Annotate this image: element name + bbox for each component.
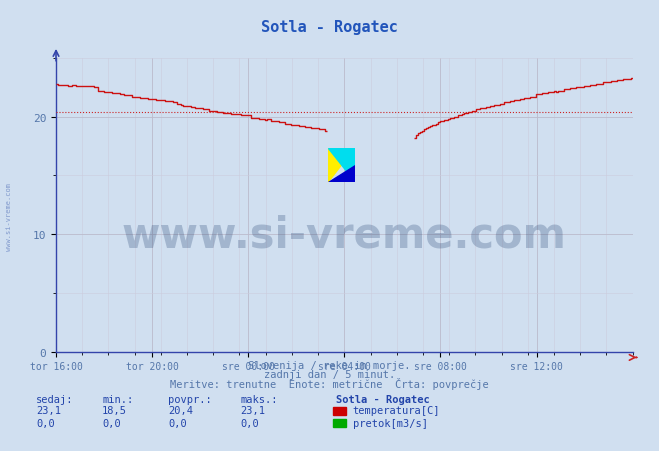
Text: 23,1: 23,1 xyxy=(36,405,61,415)
Text: Sotla - Rogatec: Sotla - Rogatec xyxy=(261,20,398,35)
Text: 0,0: 0,0 xyxy=(36,418,55,428)
Polygon shape xyxy=(328,149,355,183)
Text: Slovenija / reke in morje.: Slovenija / reke in morje. xyxy=(248,360,411,370)
Text: www.si-vreme.com: www.si-vreme.com xyxy=(122,214,567,255)
Text: sedaj:: sedaj: xyxy=(36,394,74,404)
Text: 0,0: 0,0 xyxy=(102,418,121,428)
Text: 20,4: 20,4 xyxy=(168,405,193,415)
Text: zadnji dan / 5 minut.: zadnji dan / 5 minut. xyxy=(264,369,395,379)
Text: Meritve: trenutne  Enote: metrične  Črta: povprečje: Meritve: trenutne Enote: metrične Črta: … xyxy=(170,377,489,389)
Text: Sotla - Rogatec: Sotla - Rogatec xyxy=(336,394,430,404)
Text: 18,5: 18,5 xyxy=(102,405,127,415)
Text: 0,0: 0,0 xyxy=(241,418,259,428)
Polygon shape xyxy=(328,149,355,183)
Polygon shape xyxy=(328,166,355,183)
Text: maks.:: maks.: xyxy=(241,394,278,404)
Text: min.:: min.: xyxy=(102,394,133,404)
Text: povpr.:: povpr.: xyxy=(168,394,212,404)
Text: 0,0: 0,0 xyxy=(168,418,186,428)
Text: pretok[m3/s]: pretok[m3/s] xyxy=(353,418,428,428)
Text: temperatura[C]: temperatura[C] xyxy=(353,405,440,415)
Text: 23,1: 23,1 xyxy=(241,405,266,415)
Text: www.si-vreme.com: www.si-vreme.com xyxy=(5,183,12,250)
